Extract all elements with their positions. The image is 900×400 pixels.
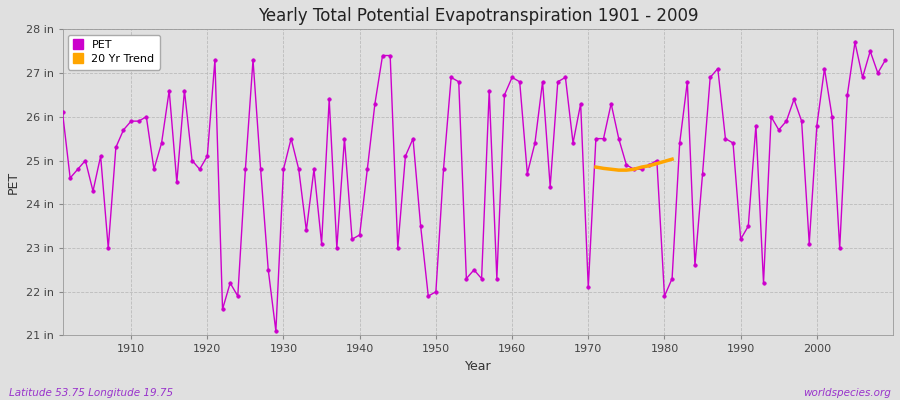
Legend: PET, 20 Yr Trend: PET, 20 Yr Trend [68, 35, 160, 70]
Title: Yearly Total Potential Evapotranspiration 1901 - 2009: Yearly Total Potential Evapotranspiratio… [257, 7, 698, 25]
Y-axis label: PET: PET [7, 171, 20, 194]
X-axis label: Year: Year [464, 360, 491, 373]
Text: Latitude 53.75 Longitude 19.75: Latitude 53.75 Longitude 19.75 [9, 388, 173, 398]
Text: worldspecies.org: worldspecies.org [803, 388, 891, 398]
